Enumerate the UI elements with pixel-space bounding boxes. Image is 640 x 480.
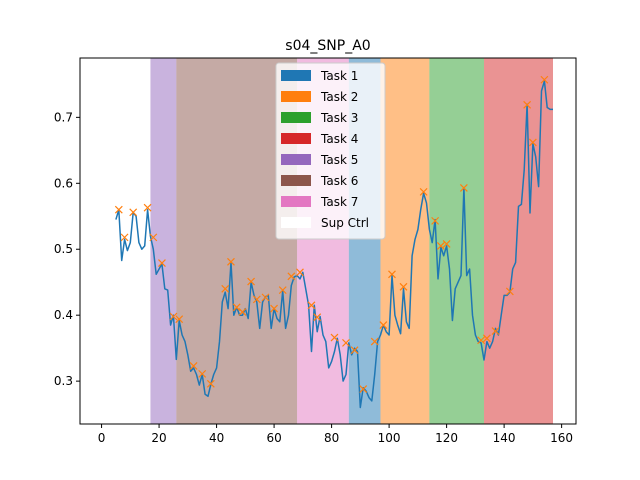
peak-marker-24 bbox=[330, 333, 339, 342]
legend-swatch-task-1 bbox=[281, 70, 311, 81]
y-tick-label-1: 0.4 bbox=[54, 308, 73, 322]
peak-marker-0 bbox=[114, 205, 123, 214]
peak-marker-8 bbox=[189, 362, 198, 370]
legend-swatch-task-4 bbox=[281, 133, 311, 144]
chart-title: s04_SNP_A0 bbox=[285, 38, 370, 54]
peak-marker-41 bbox=[523, 100, 532, 109]
peak-marker-4 bbox=[149, 233, 158, 242]
peak-marker-40 bbox=[505, 287, 514, 296]
legend-swatch-task-6 bbox=[281, 175, 311, 186]
peak-marker-29 bbox=[379, 321, 388, 330]
peak-marker-33 bbox=[431, 216, 440, 225]
peak-markers bbox=[114, 75, 549, 393]
x-axis: 0 20 40 60 80 100 120 140 160 bbox=[98, 424, 573, 445]
y-tick-label-2: 0.5 bbox=[54, 242, 73, 256]
x-tick-label-20: 20 bbox=[151, 431, 166, 445]
y-tick-label-0: 0.3 bbox=[54, 374, 73, 388]
peak-marker-3 bbox=[143, 203, 152, 212]
legend-box bbox=[275, 62, 386, 240]
peak-marker-35 bbox=[442, 240, 451, 248]
peak-marker-15 bbox=[247, 277, 256, 286]
legend-label-task-1: Task 1 bbox=[320, 69, 358, 83]
peak-marker-18 bbox=[270, 304, 279, 313]
peak-marker-27 bbox=[359, 385, 368, 393]
peak-marker-22 bbox=[307, 301, 316, 310]
x-tick-label-80: 80 bbox=[324, 431, 339, 445]
peak-marker-6 bbox=[169, 312, 178, 321]
peak-marker-17 bbox=[261, 293, 270, 302]
peak-marker-36 bbox=[459, 183, 468, 192]
peak-marker-16 bbox=[252, 295, 261, 304]
signal-series bbox=[115, 80, 553, 409]
peak-marker-11 bbox=[221, 284, 230, 293]
peak-marker-21 bbox=[296, 268, 304, 277]
x-tick-label-0: 0 bbox=[98, 431, 106, 445]
peak-marker-2 bbox=[129, 208, 138, 217]
peak-marker-13 bbox=[232, 303, 241, 312]
x-tick-label-140: 140 bbox=[493, 431, 516, 445]
y-tick-label-3: 0.6 bbox=[54, 176, 73, 190]
peak-marker-20 bbox=[287, 272, 296, 281]
legend-swatch-task-5 bbox=[281, 154, 311, 165]
legend-label-task-3: Task 3 bbox=[320, 111, 358, 125]
peak-marker-28 bbox=[370, 337, 379, 346]
peak-marker-38 bbox=[482, 334, 491, 343]
legend-label-task-7: Task 7 bbox=[320, 195, 358, 209]
peak-marker-26 bbox=[350, 346, 359, 355]
legend: Task 1 Task 2 Task 3 Task 4 Task 5 Task 6 Task… bbox=[275, 62, 386, 240]
signal-line bbox=[115, 80, 553, 409]
x-tick-label-100: 100 bbox=[378, 431, 401, 445]
legend-swatch-task-7 bbox=[281, 196, 311, 207]
peak-marker-23 bbox=[313, 313, 322, 322]
x-tick-label-120: 120 bbox=[435, 431, 458, 445]
legend-swatch-task-3 bbox=[281, 112, 311, 123]
peak-marker-39 bbox=[491, 327, 500, 335]
peak-marker-30 bbox=[388, 270, 396, 279]
peak-marker-7 bbox=[175, 315, 184, 324]
legend-label-task-5: Task 5 bbox=[320, 153, 358, 167]
peak-marker-9 bbox=[198, 369, 207, 378]
y-axis: 0.3 0.4 0.5 0.6 0.7 bbox=[54, 110, 80, 388]
peak-marker-37 bbox=[477, 336, 486, 345]
region-task-2 bbox=[380, 58, 430, 424]
x-tick-label-60: 60 bbox=[266, 431, 281, 445]
legend-swatch-sup-ctrl bbox=[281, 217, 311, 228]
peak-marker-32 bbox=[419, 187, 428, 196]
peak-marker-43 bbox=[540, 75, 549, 84]
peak-marker-25 bbox=[342, 338, 350, 347]
region-task-4 bbox=[483, 58, 553, 424]
region-task-5 bbox=[150, 58, 177, 424]
y-tick-label-4: 0.7 bbox=[54, 110, 73, 124]
legend-label-task-2: Task 2 bbox=[320, 90, 358, 104]
peak-marker-1 bbox=[120, 233, 129, 242]
x-tick-label-40: 40 bbox=[209, 431, 224, 445]
plot-frame bbox=[79, 57, 577, 425]
legend-label-task-6: Task 6 bbox=[320, 174, 358, 188]
peak-marker-42 bbox=[528, 138, 537, 147]
peak-marker-10 bbox=[206, 379, 215, 388]
x-tick-label-160: 160 bbox=[550, 431, 573, 445]
peak-marker-34 bbox=[436, 242, 445, 250]
peak-marker-5 bbox=[158, 259, 166, 268]
legend-label-sup-ctrl: Sup Ctrl bbox=[321, 216, 369, 230]
legend-swatch-task-2 bbox=[281, 91, 311, 102]
peak-marker-19 bbox=[278, 286, 287, 295]
peak-marker-31 bbox=[399, 282, 408, 291]
region-task-3 bbox=[429, 58, 484, 424]
peak-marker-12 bbox=[227, 257, 235, 266]
legend-label-task-4: Task 4 bbox=[320, 132, 358, 146]
peak-marker-14 bbox=[238, 307, 247, 316]
